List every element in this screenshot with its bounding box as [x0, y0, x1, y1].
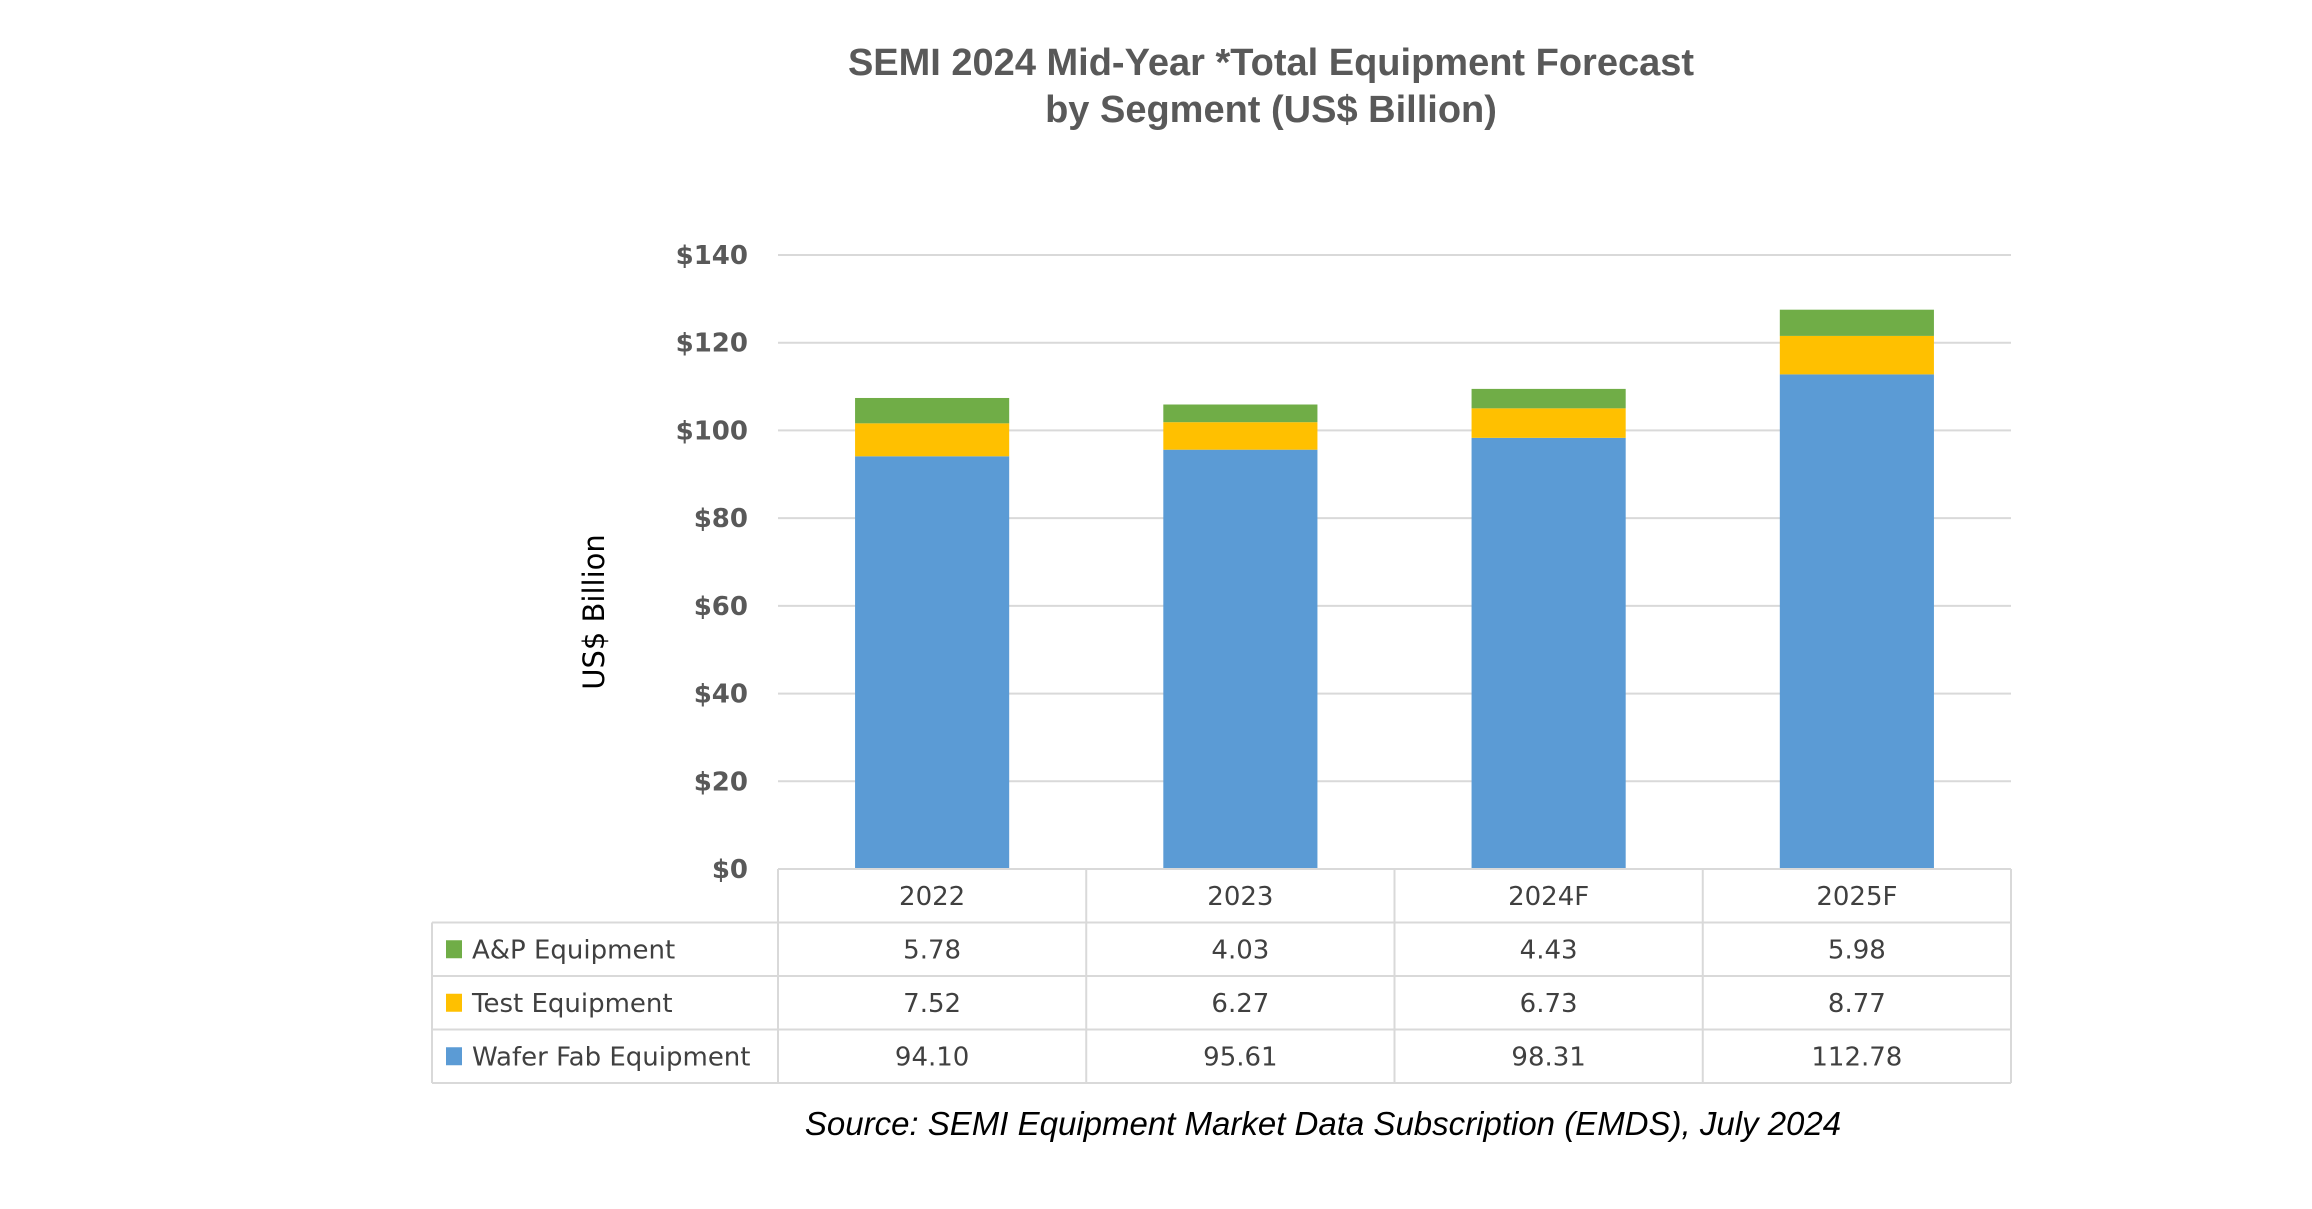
chart-title-line-2: by Segment (US$ Billion): [1045, 89, 1497, 131]
y-tick-label: $100: [676, 416, 748, 446]
data-label: 4.43: [1520, 935, 1578, 965]
bar-segment: [1471, 408, 1626, 438]
data-label: 5.78: [903, 935, 961, 965]
bar-segment: [1471, 388, 1626, 409]
legend-swatch: [446, 993, 462, 1012]
bar-segment: [1779, 374, 1934, 869]
data-label: 95.61: [1203, 1042, 1277, 1072]
y-tick-label: $60: [694, 592, 748, 622]
x-tick-label: 2025F: [1816, 882, 1897, 912]
legend-swatch: [446, 1047, 462, 1066]
chart-title-line-1: SEMI 2024 Mid-Year *Total Equipment Fore…: [848, 42, 1694, 84]
legend-label: A&P Equipment: [472, 935, 675, 965]
bar-segment: [1779, 335, 1934, 375]
y-tick-label: $140: [676, 241, 748, 271]
bars: [855, 309, 1934, 869]
data-label: 7.52: [903, 989, 961, 1019]
data-label: 98.31: [1511, 1042, 1585, 1072]
bar-segment: [1779, 309, 1934, 336]
data-table: 2022 2023 2024F 2025F A&P Equipment 5.78 4.03 4…: [431, 868, 2012, 1084]
bar-segment: [1163, 404, 1318, 423]
y-tick-label: $120: [676, 329, 748, 359]
data-label: 4.03: [1211, 935, 1269, 965]
y-tick-label: $40: [694, 680, 748, 710]
bar-segment: [855, 423, 1010, 457]
data-label: 5.98: [1828, 935, 1886, 965]
x-tick-label: 2022: [899, 882, 965, 912]
x-tick-label: 2023: [1207, 882, 1273, 912]
legend-label: Wafer Fab Equipment: [472, 1042, 750, 1072]
data-label: 8.77: [1828, 989, 1886, 1019]
bar-segment: [855, 456, 1010, 869]
data-label: 6.27: [1211, 989, 1269, 1019]
y-tick-label: $80: [694, 504, 748, 534]
x-tick-label: 2024F: [1508, 882, 1589, 912]
legend-swatch: [446, 940, 462, 959]
bar-segment: [1163, 449, 1318, 869]
y-tick-label: $0: [712, 855, 748, 885]
source-note: Source: SEMI Equipment Market Data Subsc…: [805, 1105, 1841, 1142]
bar-segment: [1471, 437, 1626, 869]
bar-segment: [855, 397, 1010, 424]
legend-label: Test Equipment: [471, 989, 673, 1019]
data-label: 112.78: [1811, 1042, 1902, 1072]
y-axis-label: US$ Billion: [577, 534, 611, 690]
data-label: 6.73: [1520, 989, 1578, 1019]
data-label: 94.10: [895, 1042, 969, 1072]
y-tick-label: $20: [694, 767, 748, 797]
bar-segment: [1163, 422, 1318, 450]
